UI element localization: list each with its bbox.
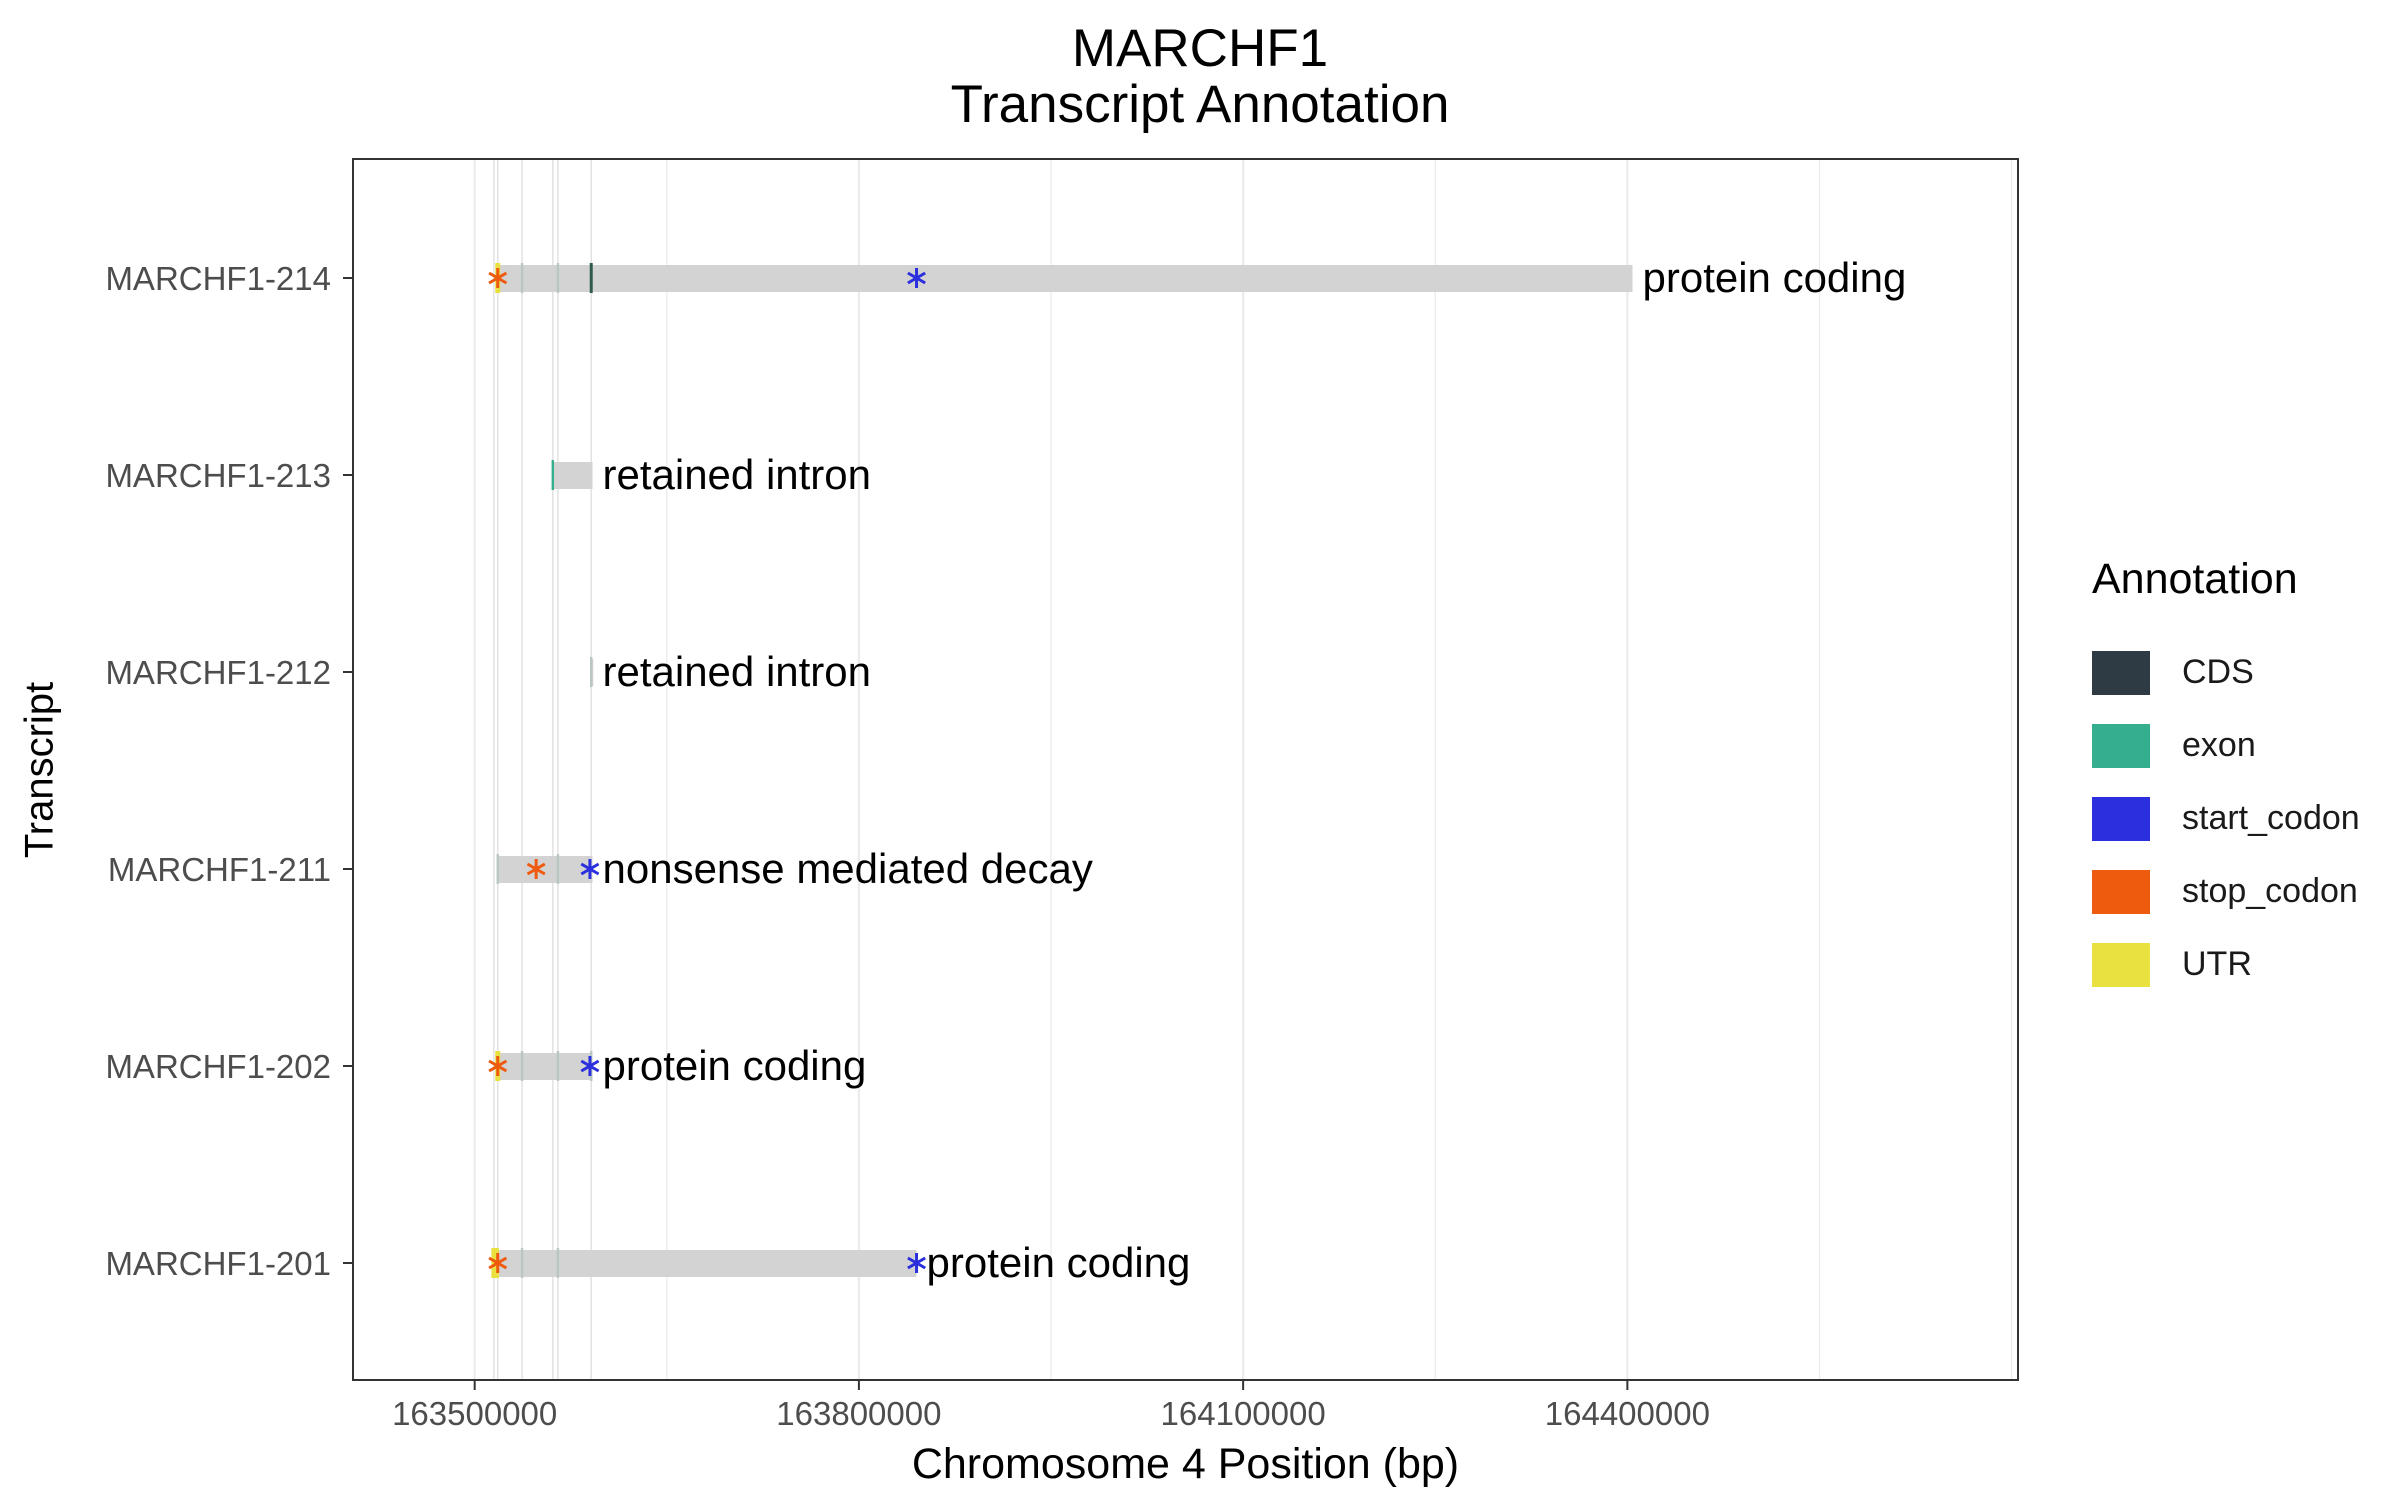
exon-mark bbox=[556, 1051, 560, 1081]
transcript-biotype-label: nonsense mediated decay bbox=[603, 845, 1093, 892]
transcript-biotype-label: retained intron bbox=[603, 648, 872, 695]
y-axis-title: Transcript bbox=[17, 681, 62, 859]
x-tick-label: 164400000 bbox=[1545, 1395, 1710, 1432]
chart-title: MARCHF1 bbox=[1071, 19, 1329, 78]
transcript-bar bbox=[497, 1053, 593, 1080]
transcript-bar bbox=[497, 856, 593, 883]
legend-item-start-codon: start_codon bbox=[2092, 782, 2360, 855]
transcript-biotype-label: retained intron bbox=[603, 451, 872, 498]
exon-mark bbox=[520, 1051, 524, 1081]
exon-mark bbox=[556, 854, 560, 884]
legend-swatch-exon bbox=[2092, 723, 2150, 768]
exon-mark bbox=[551, 460, 554, 490]
exon-mark bbox=[556, 263, 560, 293]
exon-mark bbox=[556, 1248, 560, 1278]
legend-swatch-utr bbox=[2092, 942, 2150, 987]
y-tick-label: MARCHF1-201 bbox=[105, 1245, 331, 1282]
utr-mark bbox=[491, 1248, 497, 1278]
legend-label-start-codon: start_codon bbox=[2182, 799, 2360, 837]
exon-mark bbox=[520, 1248, 524, 1278]
stop-codon-marker bbox=[488, 271, 508, 285]
exon-mark bbox=[520, 263, 524, 293]
transcript-biotype-label: protein coding bbox=[603, 1042, 867, 1089]
exon-mark bbox=[590, 657, 593, 687]
legend-item-stop-codon: stop_codon bbox=[2092, 855, 2360, 928]
transcript-bar bbox=[493, 1250, 917, 1277]
legend-title: Annotation bbox=[2092, 555, 2298, 603]
y-tick-label: MARCHF1-214 bbox=[105, 260, 331, 297]
exon-mark bbox=[496, 854, 499, 884]
y-tick-label: MARCHF1-211 bbox=[108, 851, 331, 888]
transcript-biotype-label: protein coding bbox=[1642, 254, 1906, 301]
plot-border bbox=[352, 158, 2019, 1381]
stop-codon-marker bbox=[488, 1059, 508, 1073]
y-tick-label: MARCHF1-212 bbox=[105, 654, 331, 691]
legend: Annotation CDS exon start_codon stop_cod… bbox=[2092, 555, 2360, 1001]
y-tick-label: MARCHF1-202 bbox=[105, 1048, 331, 1085]
chart-subtitle: Transcript Annotation bbox=[950, 75, 1450, 134]
legend-label-stop-codon: stop_codon bbox=[2182, 872, 2358, 910]
start-codon-marker bbox=[907, 1256, 926, 1270]
transcript-bar bbox=[552, 462, 593, 489]
x-tick-label: 163500000 bbox=[392, 1395, 557, 1432]
stop-codon-marker bbox=[488, 1256, 508, 1270]
transcript-biotype-label: protein coding bbox=[927, 1239, 1191, 1286]
x-tick-label: 164100000 bbox=[1161, 1395, 1326, 1432]
legend-item-exon: exon bbox=[2092, 709, 2360, 782]
cds-mark bbox=[589, 263, 593, 293]
start-codon-marker bbox=[580, 862, 600, 876]
x-tick-label: 163800000 bbox=[776, 1395, 941, 1432]
legend-item-cds: CDS bbox=[2092, 636, 2360, 709]
legend-label-cds: CDS bbox=[2182, 653, 2254, 691]
legend-label-exon: exon bbox=[2182, 726, 2256, 764]
y-tick-label: MARCHF1-213 bbox=[105, 457, 331, 494]
x-axis-title: Chromosome 4 Position (bp) bbox=[911, 1440, 1460, 1488]
legend-label-utr: UTR bbox=[2182, 945, 2252, 983]
legend-swatch-start-codon bbox=[2092, 796, 2150, 841]
stop-codon-marker bbox=[526, 862, 546, 876]
legend-swatch-cds bbox=[2092, 650, 2150, 695]
legend-swatch-stop-codon bbox=[2092, 869, 2150, 914]
plot-panel bbox=[353, 159, 2018, 1380]
start-codon-marker bbox=[580, 1059, 600, 1073]
legend-item-utr: UTR bbox=[2092, 928, 2360, 1001]
start-codon-marker bbox=[907, 271, 926, 285]
transcript-bar bbox=[497, 265, 1633, 292]
